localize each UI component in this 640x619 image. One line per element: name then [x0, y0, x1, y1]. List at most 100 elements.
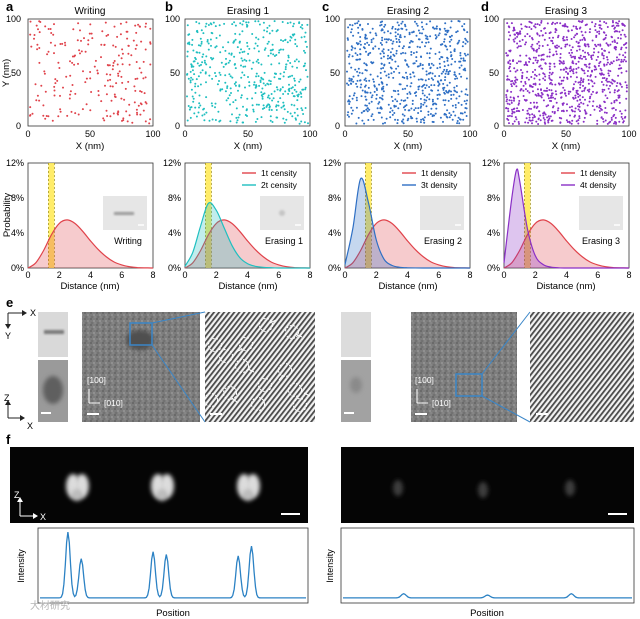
scatter-point [439, 43, 442, 46]
scatter-point [448, 35, 451, 38]
scatter-point [464, 93, 467, 96]
scatter-point [286, 110, 289, 113]
scatter-point [380, 116, 383, 119]
intensity-ylabel: Intensity [325, 549, 335, 583]
scatter-point [218, 34, 221, 37]
scatter-point [367, 86, 370, 89]
scatter-point [59, 94, 61, 97]
scatter-point [381, 39, 384, 42]
scatter-point [462, 68, 465, 71]
scatter-point [363, 110, 366, 112]
xtick-label: 8 [150, 270, 155, 280]
scatter-point [574, 107, 577, 110]
scatter-point [423, 121, 426, 124]
scatter-point [527, 121, 530, 124]
scatter-point [579, 110, 581, 113]
scatter-point [571, 60, 574, 63]
scatter-point [255, 103, 258, 106]
scatter-point [581, 57, 583, 60]
ytick-0: 0% [11, 263, 24, 273]
scatter-point [443, 65, 446, 68]
scatter-point [273, 90, 276, 93]
tem-roi-box[interactable] [455, 373, 483, 397]
scatter-point [405, 28, 408, 31]
scatter-point [391, 109, 394, 112]
scatter-point [603, 77, 606, 79]
scatter-point [301, 27, 304, 30]
scatter-point [378, 101, 381, 104]
panel-e: e X Y Z X [100] [4, 295, 634, 431]
scatter-point [379, 52, 382, 55]
scatter-point [365, 63, 368, 66]
scatter-point [571, 110, 574, 113]
scatter-point [192, 97, 195, 100]
scatter-xlabel: X (nm) [76, 141, 105, 152]
ytick-4: 4% [168, 228, 181, 238]
scatter-point [257, 61, 260, 64]
ytick-50: 50 [330, 68, 340, 78]
scatter-point [588, 63, 591, 66]
scatter-point [623, 33, 626, 36]
scatter-point [348, 115, 350, 118]
scatter-point [562, 24, 565, 27]
scatter-point [346, 37, 349, 40]
scatter-point [587, 70, 589, 72]
scatter-point [573, 110, 576, 113]
scatter-point [597, 51, 600, 54]
scatter-point [348, 53, 351, 56]
scatter-point [303, 35, 306, 38]
scatter-point [528, 113, 531, 116]
scatter-point [190, 88, 193, 91]
arrow-marker [247, 368, 255, 373]
scatter-point [546, 116, 549, 119]
scatter-point [605, 111, 608, 114]
scatter-point [451, 104, 454, 107]
scatter-point [579, 86, 582, 89]
scatter-point [42, 114, 45, 117]
scatter-point [599, 72, 601, 75]
scatter-point [90, 32, 93, 35]
scatter-point [192, 100, 195, 103]
scatter-point [58, 67, 61, 69]
scatter-point [268, 97, 271, 100]
scatter-point [521, 71, 524, 74]
scatter-point [404, 59, 407, 62]
scatter-point [420, 55, 422, 58]
scatter-point [251, 97, 254, 100]
scatter-point [520, 69, 522, 71]
scatter-point [590, 54, 593, 57]
distribution-area-1t [28, 219, 153, 268]
scatter-point [248, 47, 251, 50]
scatter-point [190, 65, 193, 68]
ytick-100: 100 [325, 14, 340, 24]
scatter-point [462, 57, 465, 60]
scatter-point [437, 34, 440, 37]
scatter-point [464, 37, 467, 40]
scatter-point [188, 41, 191, 44]
scatter-point [462, 59, 465, 62]
scatter-point [406, 64, 409, 67]
scatter-point [434, 34, 437, 37]
scatter-point [610, 102, 613, 105]
distribution-line-erased [344, 177, 470, 269]
xtick-label: 4 [405, 270, 410, 280]
scatter-point [513, 83, 516, 86]
scatter-point [601, 88, 604, 91]
scatter-point [351, 46, 354, 49]
scatter-point [531, 113, 534, 116]
scatter-point [282, 93, 285, 95]
scatter-point [136, 111, 138, 114]
scatter-point [187, 105, 190, 107]
scatter-point [248, 84, 251, 87]
scatter-point [619, 83, 622, 86]
scatter-point [565, 109, 568, 112]
scatter-point [415, 60, 418, 62]
scatter-point [543, 118, 546, 121]
scatter-point [122, 117, 125, 120]
scatter-point [544, 79, 546, 82]
scatter-point [382, 48, 385, 51]
scatter-point [527, 78, 530, 81]
scatter-point [603, 49, 606, 52]
scatter-point [458, 72, 461, 75]
tem-roi-box[interactable] [129, 322, 153, 346]
